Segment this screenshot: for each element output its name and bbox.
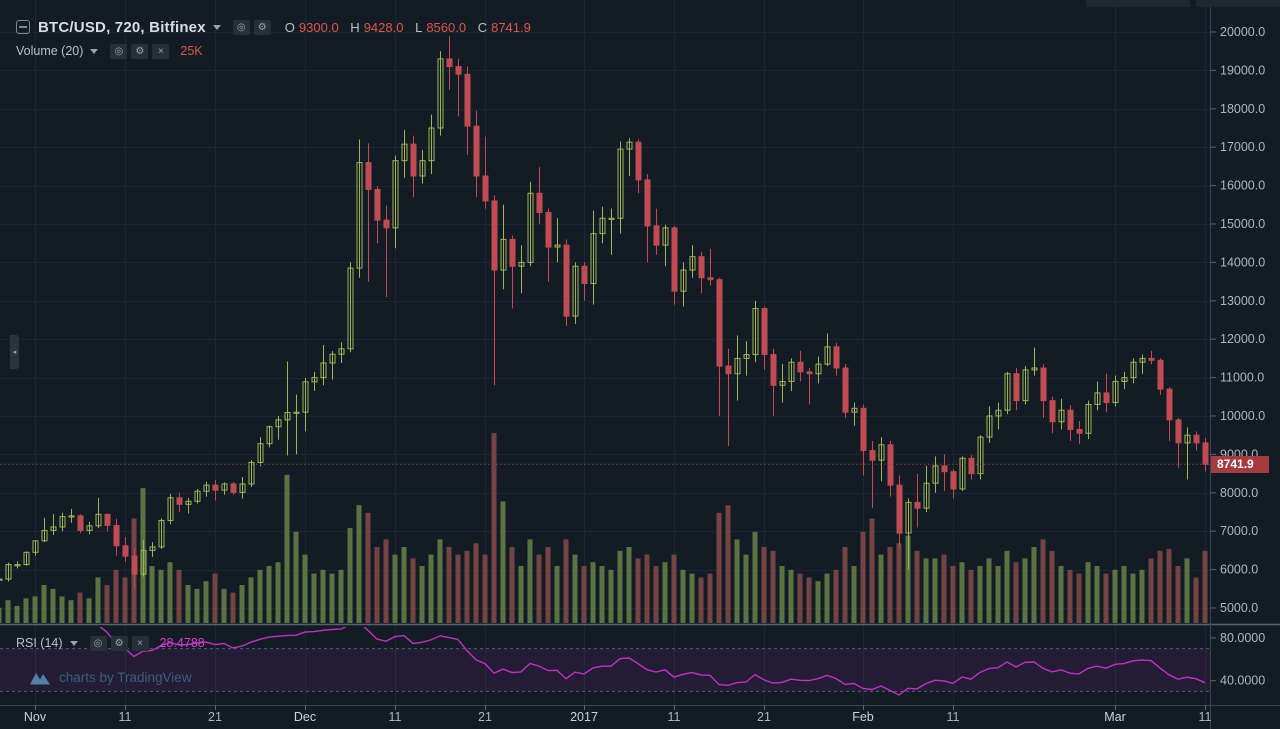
rsi-indicator-label[interactable]: RSI (14) (16, 636, 63, 650)
svg-text:Nov: Nov (24, 710, 47, 724)
caret-down-icon[interactable] (90, 48, 99, 54)
settings-gear-icon[interactable]: ⚙ (131, 43, 149, 59)
svg-text:17000.0: 17000.0 (1220, 140, 1265, 154)
svg-text:21: 21 (757, 710, 771, 724)
rsi-legend: RSI (14) ◎ ⚙ × 28.4788 (16, 635, 205, 651)
rsi-axis[interactable]: 80.0000 40.0000 (1210, 631, 1265, 688)
svg-text:19000.0: 19000.0 (1220, 63, 1265, 77)
svg-text:11: 11 (668, 710, 681, 724)
svg-text:Mar: Mar (1104, 710, 1126, 724)
tradingview-watermark: charts by TradingView (28, 669, 192, 686)
svg-text:18000.0: 18000.0 (1220, 102, 1265, 116)
svg-text:2017: 2017 (570, 710, 598, 724)
svg-text:14000.0: 14000.0 (1220, 255, 1265, 269)
remove-indicator-icon[interactable]: × (152, 43, 170, 59)
svg-text:11: 11 (947, 710, 960, 724)
svg-text:11: 11 (1199, 710, 1212, 724)
current-price-label: 8741.9 (1211, 456, 1269, 473)
price-axis[interactable]: 20000.0 19000.0 18000.0 17000.0 16000.0 15000… (1210, 25, 1265, 615)
svg-text:21: 21 (478, 710, 492, 724)
svg-text:15000.0: 15000.0 (1220, 217, 1265, 231)
open-label: O (284, 19, 295, 35)
svg-text:11: 11 (389, 710, 402, 724)
svg-text:40.0000: 40.0000 (1220, 674, 1265, 688)
low-value: 8560.0 (426, 19, 467, 35)
remove-indicator-icon[interactable]: × (131, 635, 149, 651)
squared-minus-icon[interactable] (16, 20, 30, 34)
high-label: H (350, 19, 360, 35)
open-value: 9300.0 (298, 19, 339, 35)
volume-legend: Volume (20) ◎ ⚙ × 25K (16, 43, 203, 59)
svg-text:13000.0: 13000.0 (1220, 294, 1265, 308)
svg-text:11: 11 (119, 710, 132, 724)
caret-down-icon[interactable] (69, 640, 78, 646)
svg-text:21: 21 (208, 710, 222, 724)
svg-text:Dec: Dec (294, 710, 316, 724)
watermark-text: charts by TradingView (59, 670, 192, 685)
rsi-value: 28.4788 (159, 636, 205, 650)
time-axis[interactable]: Nov 11 21 Dec 11 21 2017 11 21 Feb 11 Mar 11 (24, 705, 1212, 724)
svg-text:7000.0: 7000.0 (1220, 524, 1258, 538)
rsi-line (99, 627, 1206, 696)
svg-text:80.0000: 80.0000 (1220, 631, 1265, 645)
arrow-left-icon: ◂ (12, 349, 17, 356)
close-value: 8741.9 (491, 19, 531, 35)
svg-text:16000.0: 16000.0 (1220, 179, 1265, 193)
symbol-legend: BTC/USD, 720, Bitfinex ◎ ⚙ O 9300.0 H 9428… (16, 16, 531, 38)
sidebar-collapse-handle[interactable]: ◂ (10, 335, 19, 369)
volume-layer (0, 433, 1208, 623)
high-value: 9428.0 (363, 19, 404, 35)
low-label: L (415, 19, 423, 35)
toggle-visibility-icon[interactable]: ◎ (110, 43, 128, 59)
svg-text:11000.0: 11000.0 (1220, 371, 1264, 385)
svg-text:12000.0: 12000.0 (1220, 332, 1265, 346)
svg-text:5000.0: 5000.0 (1220, 601, 1258, 615)
toggle-visibility-icon[interactable]: ◎ (89, 635, 107, 651)
tradingview-logo-icon (30, 673, 50, 685)
svg-text:8000.0: 8000.0 (1220, 486, 1258, 500)
svg-text:20000.0: 20000.0 (1220, 25, 1265, 39)
candles-layer (0, 36, 1209, 589)
ohlc-readout: O 9300.0 H 9428.0 L 8560.0 C 8741.9 (285, 20, 531, 35)
symbol-title[interactable]: BTC/USD, 720, Bitfinex (38, 18, 206, 36)
settings-gear-icon[interactable]: ⚙ (110, 635, 128, 651)
volume-value: 25K (180, 44, 203, 58)
svg-text:10000.0: 10000.0 (1220, 409, 1265, 423)
svg-text:Feb: Feb (852, 710, 874, 724)
settings-gear-icon[interactable]: ⚙ (253, 19, 271, 35)
svg-text:6000.0: 6000.0 (1220, 563, 1258, 577)
rsi-band (0, 648, 1210, 692)
close-label: C (477, 19, 488, 35)
caret-down-icon[interactable] (212, 24, 221, 30)
toggle-visibility-icon[interactable]: ◎ (232, 19, 250, 35)
volume-indicator-label[interactable]: Volume (20) (16, 44, 84, 58)
top-edge-strip-right (1196, 0, 1280, 7)
top-edge-strip-left (1086, 0, 1190, 7)
